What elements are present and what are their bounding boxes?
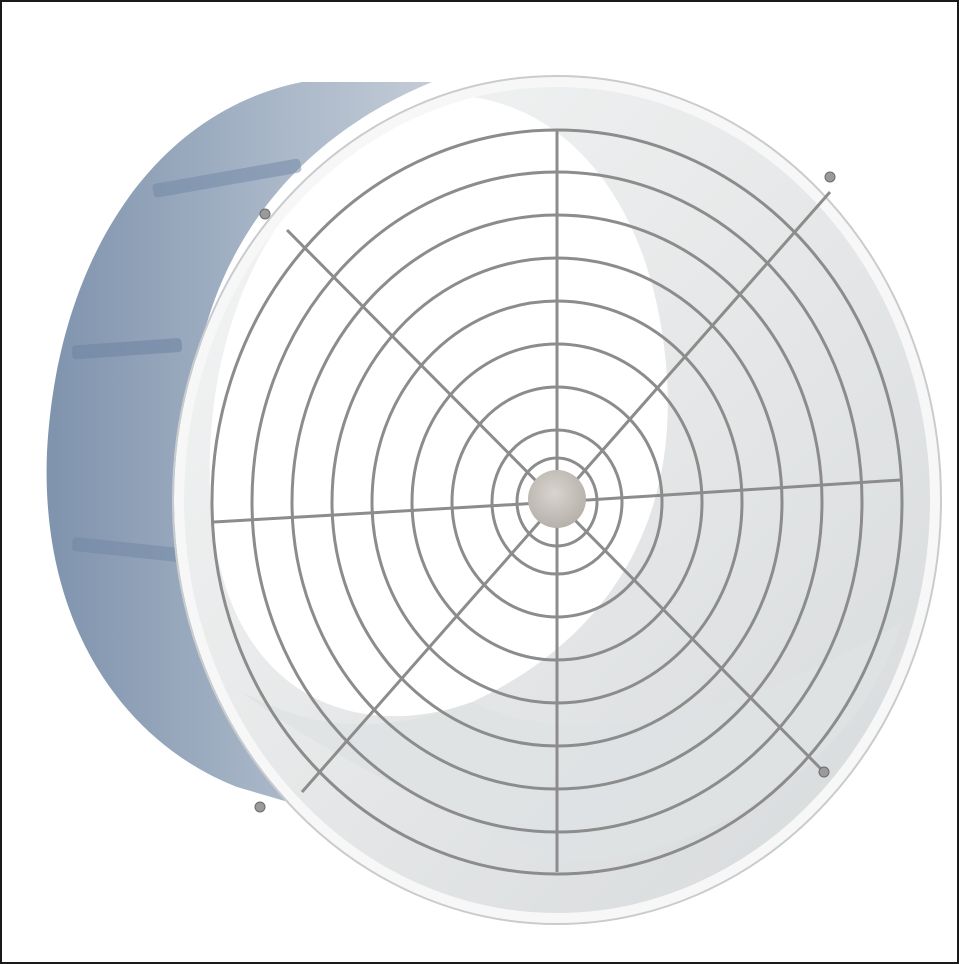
outer-shell [46, 82, 562, 882]
grille-spokes [213, 130, 901, 872]
mounting-bolts [254, 171, 836, 813]
hub-disc [528, 470, 586, 528]
